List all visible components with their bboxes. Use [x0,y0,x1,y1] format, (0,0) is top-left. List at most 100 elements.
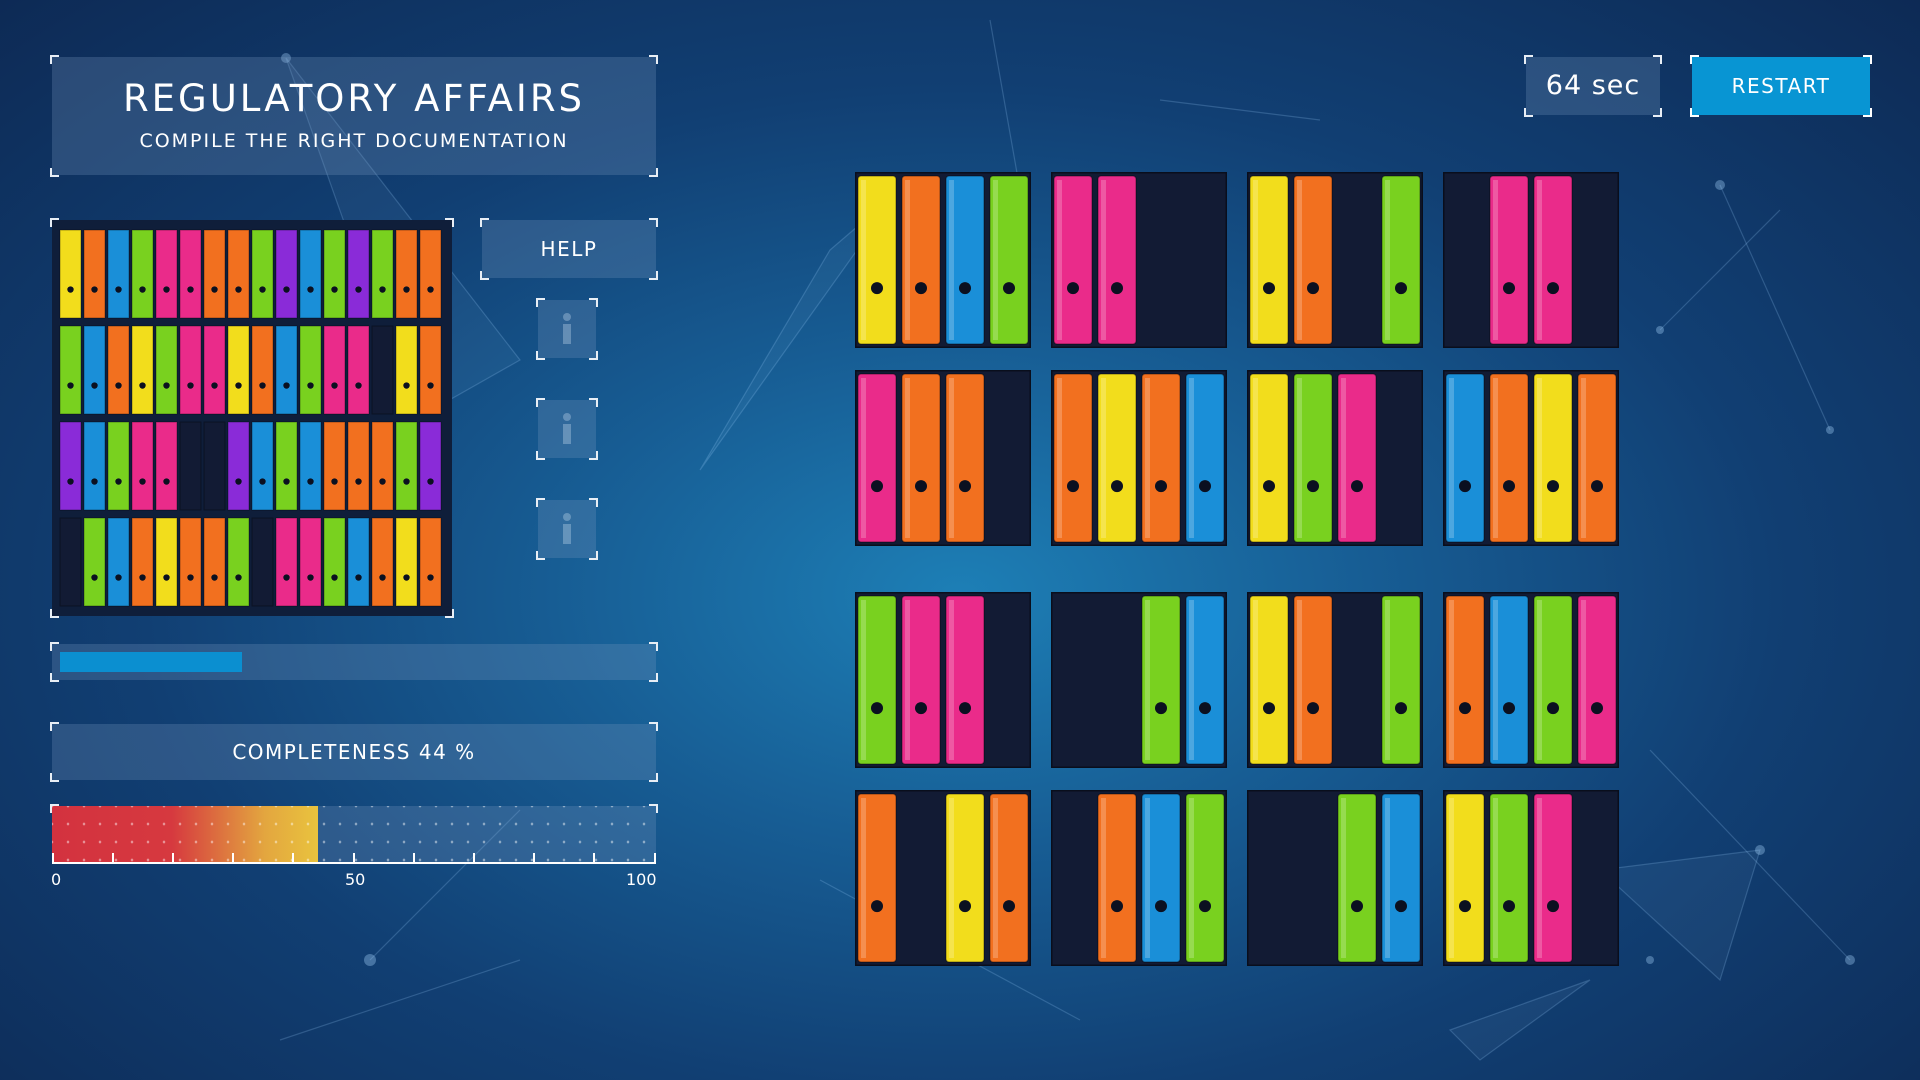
binder [1489,793,1529,963]
puzzle-tile[interactable] [853,170,1033,350]
info-button-3[interactable] [536,498,598,560]
target-binder [83,325,106,415]
target-binder [83,517,106,607]
game-title: REGULATORY AFFAIRS [122,77,586,120]
target-binder [299,421,322,511]
restart-button[interactable]: RESTART [1690,55,1872,117]
target-binder [227,325,250,415]
binder [1185,793,1225,963]
target-binder [395,421,418,511]
puzzle-tile[interactable] [1049,368,1229,548]
target-binder [419,421,442,511]
completeness-gauge [50,804,658,862]
info-button-1[interactable] [536,298,598,360]
target-binder [371,229,394,319]
completeness-panel: COMPLETENESS 44 % [50,722,658,782]
puzzle-tile[interactable] [1049,170,1229,350]
info-icon [538,500,596,558]
target-binder [107,517,130,607]
target-binder [275,325,298,415]
binder [857,175,897,345]
completeness-axis [52,862,656,864]
axis-label-min: 0 [51,870,62,889]
target-binder [203,325,226,415]
target-binder [251,421,274,511]
info-button-2[interactable] [536,398,598,460]
puzzle-tile[interactable] [853,788,1033,968]
axis-label-max: 100 [626,870,657,889]
puzzle-grid [853,170,1635,968]
target-binder [131,421,154,511]
binder [1533,373,1573,543]
puzzle-tile[interactable] [853,368,1033,548]
binder [1533,793,1573,963]
help-label: HELP [540,237,598,261]
binder [1097,373,1137,543]
target-binder [419,517,442,607]
puzzle-tile[interactable] [1441,788,1621,968]
target-binder [371,421,394,511]
puzzle-tile[interactable] [1245,368,1425,548]
target-binder [395,325,418,415]
target-binder [251,229,274,319]
puzzle-tile[interactable] [1049,590,1229,770]
completeness-fill [52,806,318,862]
target-binder [179,421,202,511]
target-binder [227,421,250,511]
puzzle-tile[interactable] [853,590,1033,770]
target-binder [59,229,82,319]
binder [945,373,985,543]
target-binder [275,229,298,319]
binder [989,175,1029,345]
puzzle-tile[interactable] [1441,368,1621,548]
binder [857,793,897,963]
puzzle-tile[interactable] [1049,788,1229,968]
target-shelf-preview [50,218,454,618]
binder [1489,373,1529,543]
binder [1293,595,1333,765]
target-binder [107,325,130,415]
binder [945,175,985,345]
target-binder [107,421,130,511]
binder [857,373,897,543]
target-binder [347,421,370,511]
target-binder [251,517,274,607]
target-binder [251,325,274,415]
binder [1249,175,1289,345]
binder [1337,793,1377,963]
binder [1249,595,1289,765]
binder [1141,793,1181,963]
binder [1293,373,1333,543]
binder [1249,373,1289,543]
game-subtitle: COMPILE THE RIGHT DOCUMENTATION [139,130,569,152]
puzzle-tile[interactable] [1441,590,1621,770]
binder [1185,595,1225,765]
target-binder [59,421,82,511]
progress-bar [50,642,658,682]
target-binder [131,325,154,415]
puzzle-tile[interactable] [1245,170,1425,350]
target-binder [227,517,250,607]
target-binder [155,517,178,607]
target-binder [347,325,370,415]
binder [1381,595,1421,765]
help-button[interactable]: HELP [480,218,658,280]
binder [901,373,941,543]
target-binder [299,325,322,415]
target-binder [347,229,370,319]
binder [945,793,985,963]
puzzle-tile[interactable] [1245,788,1425,968]
info-icon [538,300,596,358]
puzzle-tile[interactable] [1245,590,1425,770]
target-binder [155,421,178,511]
completeness-label: COMPLETENESS 44 % [232,740,476,764]
target-binder [371,517,394,607]
target-binder [83,229,106,319]
target-binder [155,325,178,415]
target-binder [323,421,346,511]
puzzle-tile[interactable] [1441,170,1621,350]
target-binder [395,517,418,607]
binder [945,595,985,765]
target-binder [131,229,154,319]
target-binder [227,229,250,319]
